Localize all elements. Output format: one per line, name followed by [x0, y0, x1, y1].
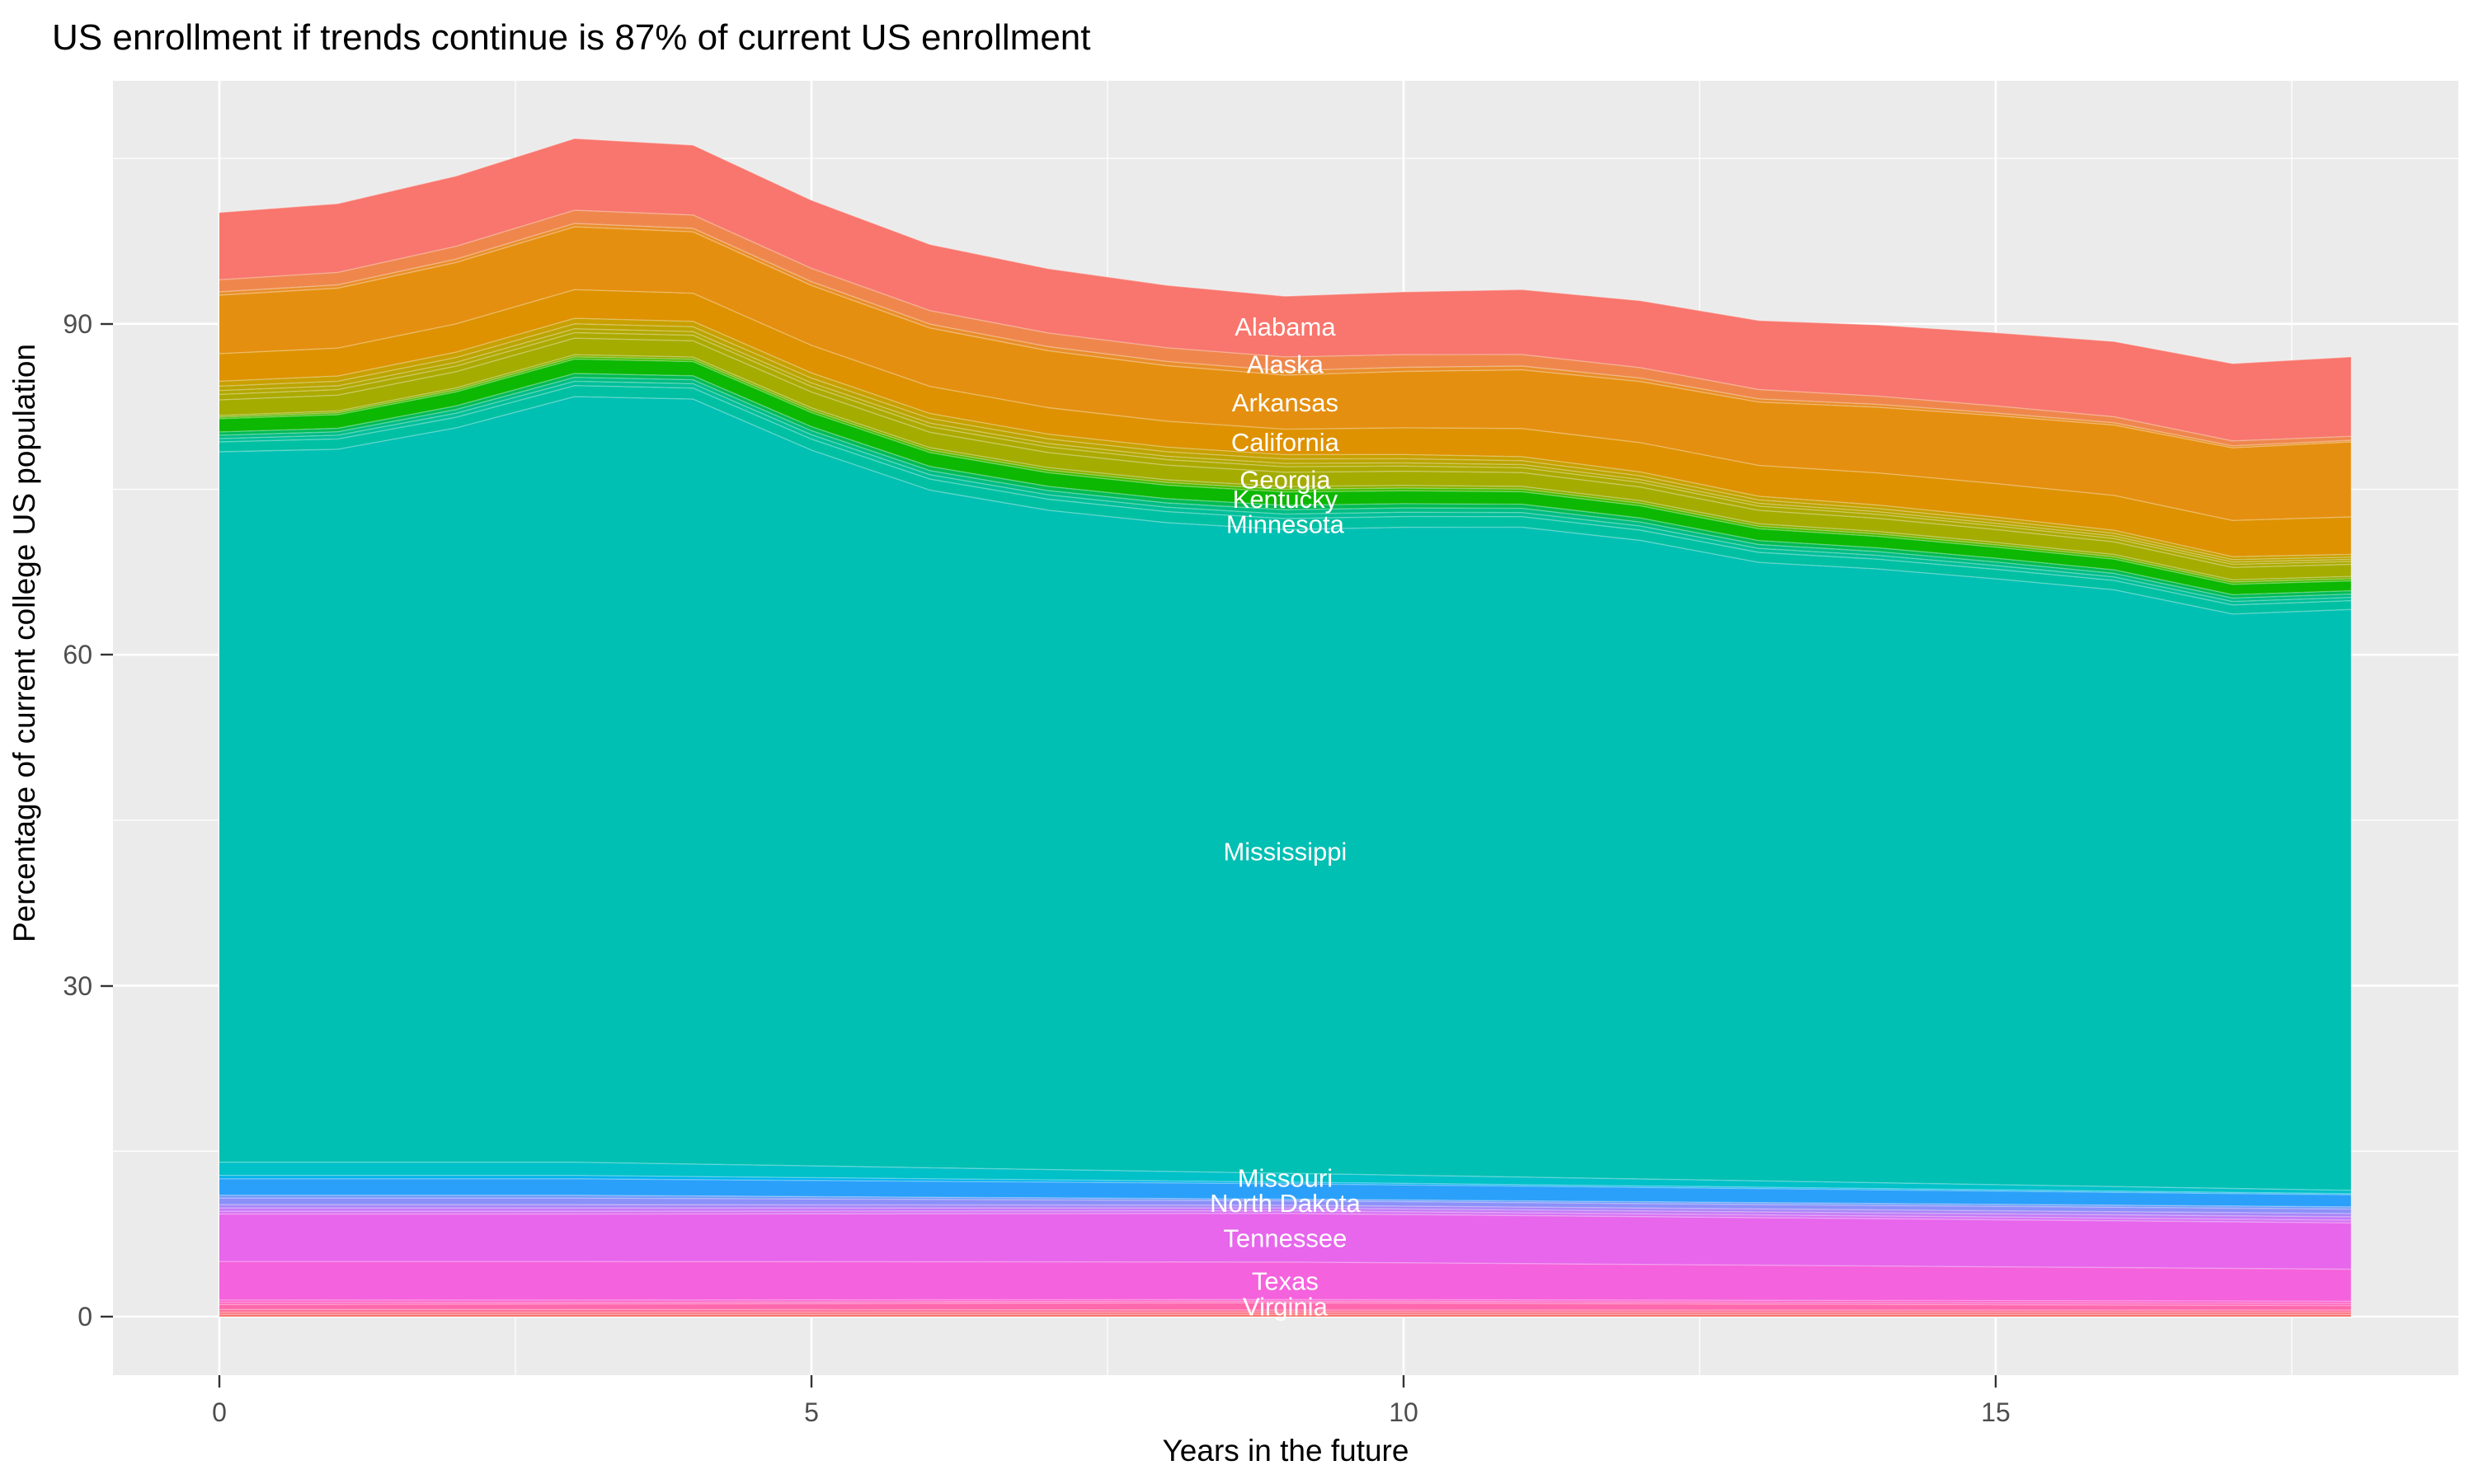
area-band-unlabeled-9	[219, 377, 2351, 602]
band-edge	[219, 1213, 2351, 1224]
band-edge	[219, 396, 2351, 615]
band-edge	[219, 1298, 2351, 1303]
area-band-north-dakota	[219, 1198, 2351, 1214]
band-edge	[219, 328, 2351, 563]
state-label-north-dakota: North Dakota	[1210, 1189, 1361, 1218]
chart-title: US enrollment if trends continue is 87% …	[52, 17, 1090, 58]
area-band-texas	[219, 1261, 2351, 1302]
state-label-alaska: Alaska	[1247, 350, 1324, 378]
area-band-arkansas	[219, 227, 2351, 521]
state-label-virginia: Virginia	[1243, 1293, 1329, 1322]
area-band-minnesota	[219, 385, 2351, 614]
area-band-edges	[219, 138, 2351, 1316]
state-label-missouri: Missouri	[1238, 1163, 1333, 1192]
area-band-unlabeled-19	[219, 1309, 2351, 1313]
area-band-unlabeled-16	[219, 1210, 2351, 1223]
band-edge	[219, 1204, 2351, 1214]
y-tick-labels: 0 30 60 90	[63, 309, 92, 1331]
band-edge	[219, 289, 2351, 522]
area-band-georgia	[219, 338, 2351, 580]
x-tick-label: 15	[1981, 1397, 2011, 1427]
area-band-kentucky	[219, 359, 2351, 595]
state-label-arkansas: Arkansas	[1232, 388, 1338, 417]
band-edge	[219, 209, 2351, 442]
band-edge	[219, 1261, 2351, 1270]
band-edge	[219, 223, 2351, 447]
band-edge	[219, 384, 2351, 606]
area-band-tennessee	[219, 1213, 2351, 1270]
band-edge	[219, 356, 2351, 583]
y-axis-title: Percentage of current college US populat…	[7, 344, 41, 942]
state-label-california: California	[1231, 428, 1340, 457]
state-label-minnesota: Minnesota	[1226, 510, 1345, 539]
area-band-unlabeled-14	[219, 1205, 2351, 1217]
x-tick-label: 10	[1389, 1397, 1418, 1427]
band-edge	[219, 1178, 2351, 1195]
area-band-unlabeled-17	[219, 1299, 2351, 1303]
band-edge	[219, 317, 2351, 557]
y-tick-label: 30	[63, 971, 92, 1001]
area-band-unlabeled-11	[219, 1175, 2351, 1195]
area-band-unlabeled-21	[219, 1314, 2351, 1317]
area-band-unlabeled-8	[219, 373, 2351, 599]
band-edge	[219, 138, 2351, 364]
band-edge	[219, 1209, 2351, 1221]
band-edge	[219, 1308, 2351, 1311]
state-labels: Alabama Alaska Arkansas California GeorgiaKe…	[1210, 312, 1361, 1322]
band-edge	[219, 380, 2351, 603]
band-edge	[219, 1207, 2351, 1218]
area-band-missouri	[219, 1162, 2351, 1194]
area-band-unlabeled-18	[219, 1301, 2351, 1306]
x-tick-labels: 0 5 10 15	[212, 1397, 2011, 1427]
area-band-unlabeled-5	[219, 332, 2351, 568]
y-tick-label: 60	[63, 640, 92, 669]
state-label-texas: Texas	[1252, 1267, 1319, 1296]
axis-tick-marks	[101, 322, 1997, 1388]
area-band-mississippi	[219, 397, 2351, 1190]
y-tick-label: 90	[63, 309, 92, 339]
state-label-tennessee: Tennessee	[1223, 1223, 1347, 1252]
x-tick-label: 5	[804, 1397, 819, 1427]
area-band-virginia	[219, 1303, 2351, 1310]
band-edge	[219, 226, 2351, 448]
band-edge	[219, 1174, 2351, 1195]
x-axis-title: Years in the future	[1163, 1434, 1409, 1468]
band-edge	[219, 376, 2351, 599]
state-label-kentucky: Kentucky	[1233, 485, 1338, 514]
area-band-alaska	[219, 210, 2351, 446]
area-bands	[219, 139, 2351, 1317]
area-band-unlabeled-13	[219, 1195, 2351, 1209]
band-edge	[219, 373, 2351, 596]
band-edge	[219, 323, 2351, 561]
band-edge	[219, 331, 2351, 566]
area-band-california	[219, 289, 2351, 557]
band-edge	[219, 1161, 2351, 1191]
band-edge	[219, 337, 2351, 569]
band-edge	[219, 1300, 2351, 1304]
area-band-unlabeled-12	[219, 1178, 2351, 1207]
band-edge	[219, 358, 2351, 585]
x-tick-label: 0	[212, 1397, 227, 1427]
y-tick-label: 0	[78, 1302, 92, 1331]
state-label-alabama: Alabama	[1235, 312, 1336, 341]
area-band-alabama	[219, 139, 2351, 441]
band-edge	[219, 354, 2351, 581]
area-band-unlabeled-20	[219, 1312, 2351, 1315]
state-label-mississippi: Mississippi	[1223, 838, 1347, 866]
state-label-georgia: Georgia	[1239, 466, 1331, 495]
area-band-unlabeled-10	[219, 381, 2351, 605]
area-band-unlabeled-15	[219, 1208, 2351, 1220]
band-edge	[219, 1302, 2351, 1307]
band-edge	[219, 1197, 2351, 1210]
band-edge	[219, 1195, 2351, 1208]
